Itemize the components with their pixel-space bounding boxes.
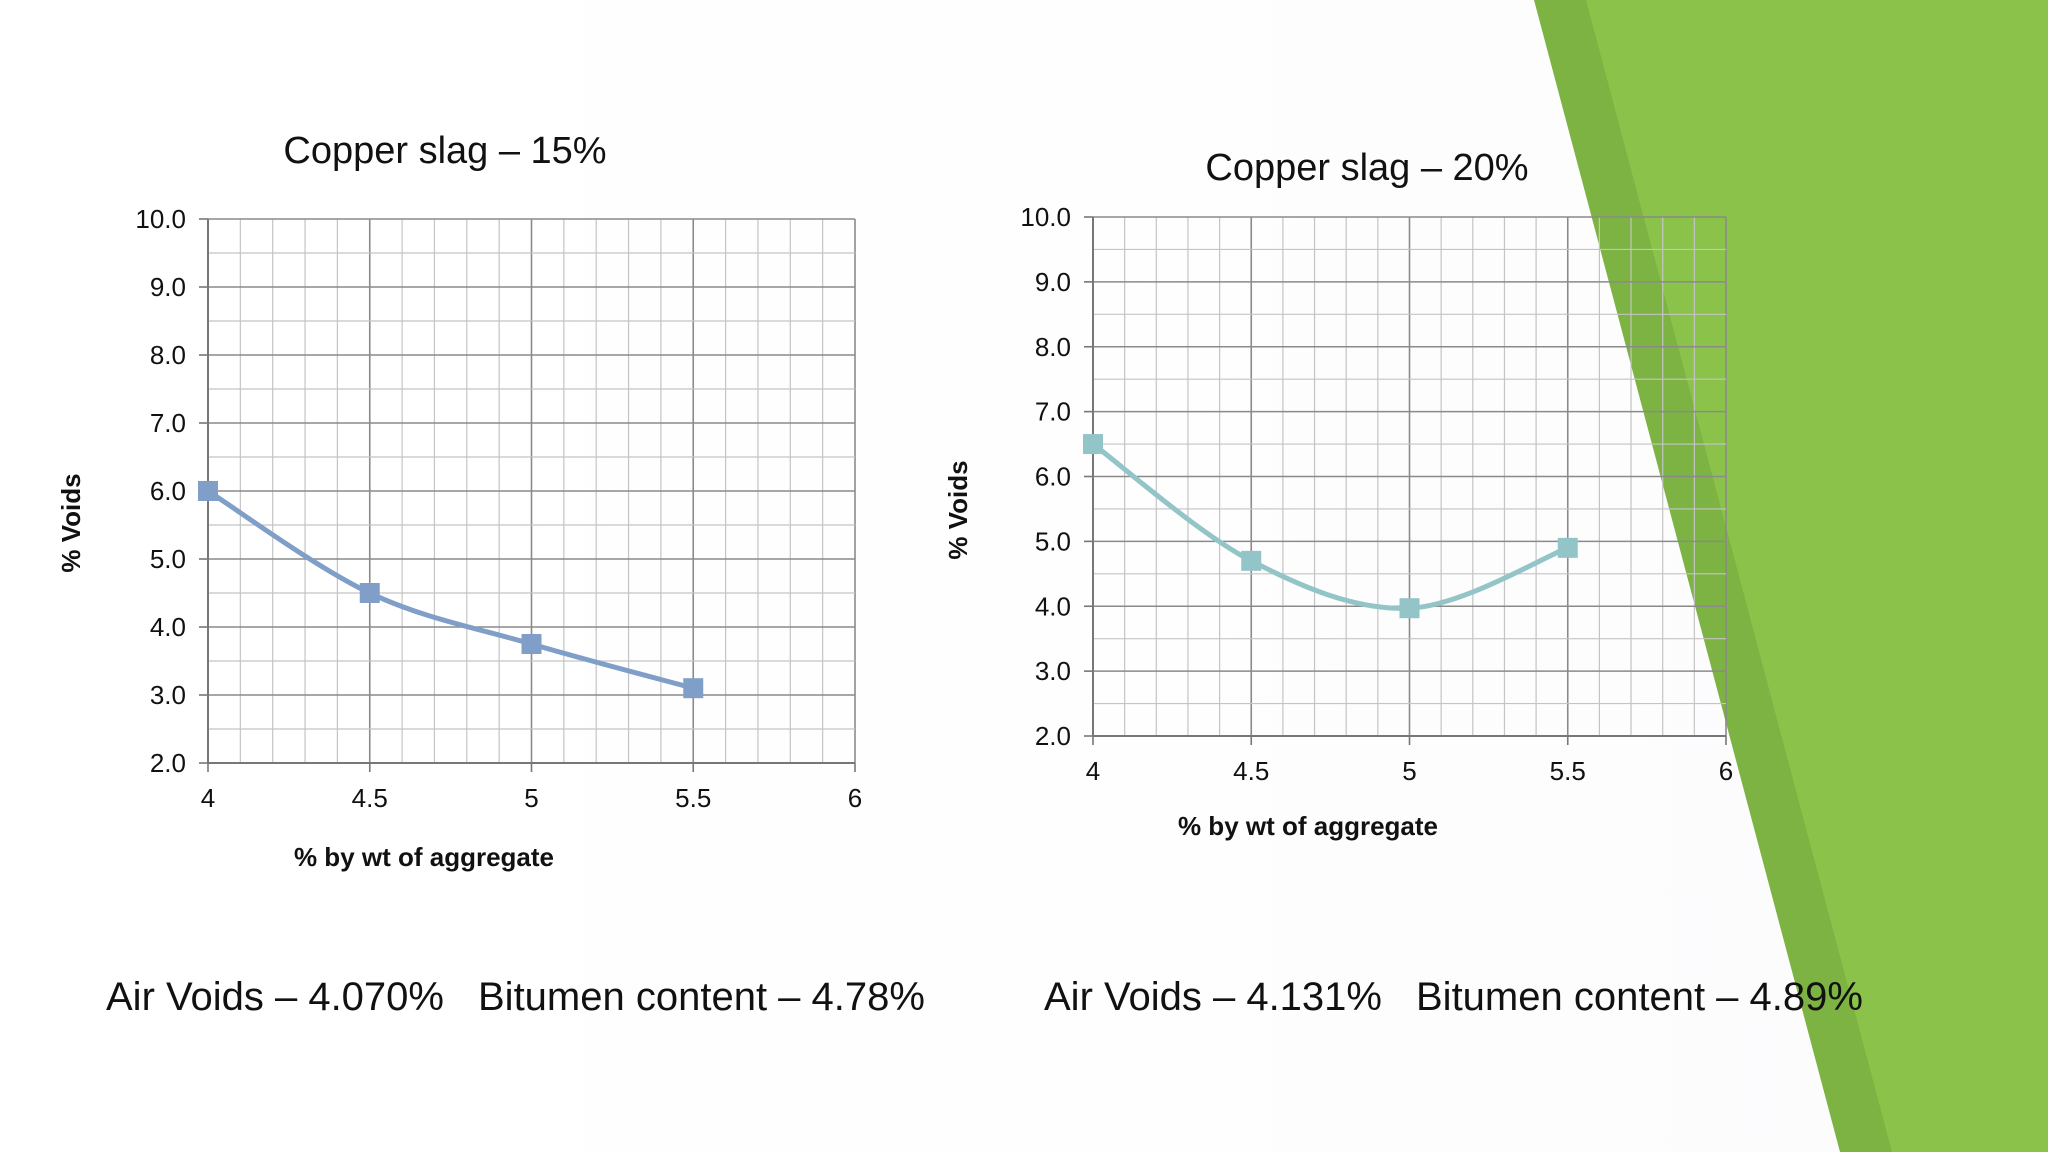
y-tick-label: 8.0 — [1035, 332, 1071, 362]
chart-2: Copper slag – 20% 2.0 3.0 4.0 5.0 6.0 7.0 8.0 9.… — [943, 147, 1733, 841]
x-tick-label: 6 — [1719, 756, 1733, 786]
x-axis-label: % by wt of aggregate — [1178, 811, 1438, 841]
data-point-marker — [198, 481, 218, 501]
air-voids-left: Air Voids – 4.070% — [106, 975, 444, 1019]
data-point-marker — [1241, 550, 1262, 571]
data-point-marker — [1399, 598, 1420, 619]
y-axis-label: % Voids — [56, 473, 86, 572]
x-axis-label: % by wt of aggregate — [294, 842, 554, 872]
x-tick-label: 4.5 — [352, 783, 388, 813]
series-line — [205, 488, 696, 691]
y-tick-label: 2.0 — [150, 748, 186, 778]
chart-title: Copper slag – 20% — [1205, 147, 1528, 189]
charts-layer: Copper slag – 15% 2.0 3.0 4.0 5.0 6.0 7.0 8.0 9.… — [56, 130, 1733, 872]
data-point-marker — [1557, 537, 1578, 558]
y-tick-label: 9.0 — [1035, 267, 1071, 297]
y-tick-label: 6.0 — [150, 476, 186, 506]
data-point-marker — [359, 583, 380, 603]
y-tick-label: 7.0 — [150, 408, 186, 438]
x-tick-label: 4 — [1086, 756, 1100, 786]
x-tick-label: 4.5 — [1233, 756, 1269, 786]
x-tick-label: 5.5 — [1550, 756, 1586, 786]
bitumen-content-right: Bitumen content – 4.89% — [1416, 975, 1863, 1019]
grid — [1092, 216, 1727, 737]
y-tick-label: 5.0 — [1035, 526, 1071, 556]
series-line — [1090, 441, 1571, 611]
bitumen-content-left: Bitumen content – 4.78% — [478, 975, 925, 1019]
grid — [207, 218, 856, 764]
y-tick-label: 4.0 — [150, 612, 186, 642]
x-tick-label: 4 — [201, 783, 215, 813]
y-tick-label: 3.0 — [1035, 656, 1071, 686]
summary-left: Air Voids – 4.070% Bitumen content – 4.78… — [106, 975, 925, 1020]
chart-title: Copper slag – 15% — [283, 130, 606, 172]
x-tick-label: 6 — [848, 783, 862, 813]
y-tick-label: 4.0 — [1035, 591, 1071, 621]
x-tick-label: 5 — [524, 783, 538, 813]
data-point-marker — [683, 678, 704, 699]
y-tick-label: 3.0 — [150, 680, 186, 710]
y-tick-label: 2.0 — [1035, 721, 1071, 751]
y-tick-label: 7.0 — [1035, 397, 1071, 427]
y-tick-label: 6.0 — [1035, 462, 1071, 492]
x-tick-label: 5.5 — [675, 783, 711, 813]
x-tick-label: 5 — [1402, 756, 1416, 786]
y-tick-label: 9.0 — [150, 272, 186, 302]
data-point-marker — [1083, 434, 1103, 455]
y-tick-label: 10.0 — [135, 204, 186, 234]
summary-right: Air Voids – 4.131% Bitumen content – 4.89… — [1044, 975, 1863, 1020]
green-shape-light — [1586, 0, 2048, 1152]
y-tick-label: 10.0 — [1020, 202, 1071, 232]
chart-1: Copper slag – 15% 2.0 3.0 4.0 5.0 6.0 7.0 8.0 9.… — [56, 130, 862, 872]
y-axis-label: % Voids — [943, 460, 973, 559]
y-tick-label: 8.0 — [150, 340, 186, 370]
air-voids-right: Air Voids – 4.131% — [1044, 975, 1382, 1019]
data-point-marker — [521, 634, 542, 654]
y-tick-label: 5.0 — [150, 544, 186, 574]
